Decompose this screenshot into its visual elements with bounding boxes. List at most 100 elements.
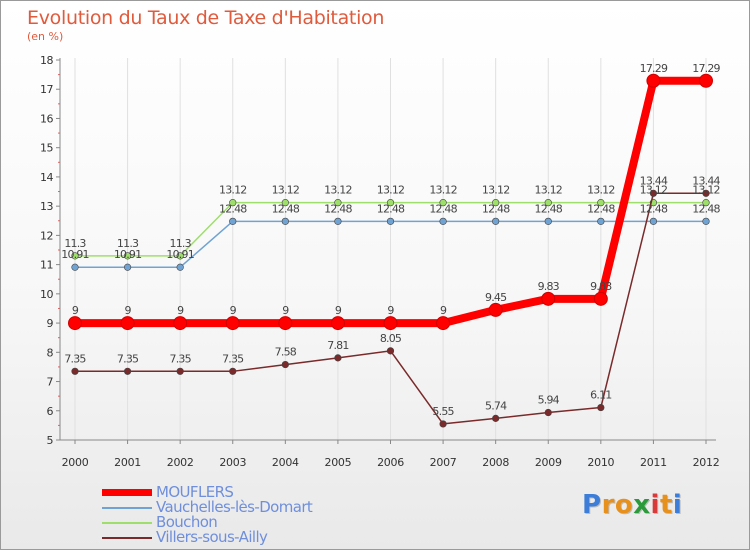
logo-letter: i [672, 490, 683, 520]
legend-label: Vauchelles-lès-Domart [156, 498, 313, 516]
data-label: 11.3 [64, 237, 86, 250]
x-tick-label: 2001 [114, 456, 141, 469]
data-label: 9 [124, 304, 131, 317]
data-label: 11.3 [117, 237, 139, 250]
x-tick-label: 2004 [272, 456, 299, 469]
y-tick-label: 15 [40, 142, 53, 155]
data-label: 7.35 [117, 352, 139, 365]
chart-title: Evolution du Taux de Taxe d'Habitation [27, 7, 385, 29]
data-label: 12.48 [535, 202, 563, 215]
data-point [492, 199, 500, 207]
x-tick-label: 2002 [167, 456, 194, 469]
data-point [436, 316, 451, 331]
data-label: 7.35 [222, 352, 244, 365]
data-point [334, 199, 342, 207]
y-tick-label: 11 [40, 259, 53, 272]
logo-letter: x [633, 490, 651, 520]
data-point [597, 403, 605, 412]
data-label: 9 [387, 304, 394, 317]
x-tick-label: 2008 [482, 456, 509, 469]
x-tick-label: 2011 [640, 456, 667, 469]
data-label: 9 [335, 304, 342, 317]
y-tick-label: 9 [47, 317, 54, 330]
legend-label: Villers-sous-Ailly [156, 528, 268, 546]
legend-item: MOUFLERS [102, 485, 312, 500]
data-point [597, 217, 605, 225]
logo-letter: i [650, 490, 660, 520]
data-point [229, 367, 237, 375]
chart-subtitle: (en %) [27, 30, 64, 43]
data-label: 13.12 [482, 184, 510, 197]
data-point [176, 252, 184, 260]
data-label: 13.12 [219, 184, 247, 197]
data-point [593, 291, 608, 306]
data-label: 12.48 [377, 202, 405, 215]
data-label: 7.81 [327, 339, 348, 352]
data-point [699, 73, 713, 88]
data-point [71, 252, 79, 260]
data-point [176, 367, 184, 375]
data-label: 13.12 [640, 184, 668, 197]
data-label: 10.91 [166, 248, 194, 261]
data-point [334, 217, 342, 225]
x-tick-label: 2007 [430, 456, 457, 469]
x-tick-label: 2010 [587, 456, 614, 469]
data-label: 9.83 [538, 280, 560, 293]
data-point [176, 263, 184, 271]
data-point [544, 199, 552, 207]
data-label: 10.91 [61, 248, 89, 261]
data-label: 5.94 [538, 394, 560, 407]
data-point [383, 316, 398, 331]
legend-swatch [102, 521, 152, 524]
data-point [439, 420, 447, 428]
legend-swatch [102, 536, 152, 539]
data-label: 13.12 [692, 184, 720, 197]
y-tick-label: 5 [47, 434, 54, 447]
x-tick-label: 2012 [693, 456, 720, 469]
data-label: 10.91 [114, 248, 142, 261]
data-label: 12.48 [692, 202, 720, 215]
data-point [281, 217, 289, 225]
data-label: 12.48 [324, 202, 352, 215]
y-tick-label: 6 [47, 405, 54, 418]
data-point [439, 199, 447, 207]
data-point [597, 199, 605, 207]
data-label: 9 [230, 304, 237, 317]
data-point [649, 217, 658, 225]
data-point [541, 291, 556, 306]
data-point [120, 316, 135, 331]
y-tick-label: 13 [40, 200, 53, 213]
logo-letter: r [601, 490, 615, 520]
data-point [439, 217, 447, 225]
data-point [386, 199, 395, 207]
legend-swatch [102, 489, 152, 496]
y-tick-label: 14 [40, 171, 53, 184]
data-point [702, 217, 710, 225]
data-label: 13.12 [324, 184, 352, 197]
data-point [649, 189, 658, 197]
data-label: 13.12 [272, 184, 300, 197]
y-tick-label: 17 [40, 83, 53, 96]
legend-item: Bouchon [102, 515, 312, 530]
x-tick-label: 2003 [219, 456, 246, 469]
data-label: 9.45 [485, 291, 507, 304]
data-label: 5.74 [485, 399, 507, 412]
legend-swatch [102, 506, 152, 509]
data-point [225, 316, 240, 331]
data-label: 9 [72, 304, 79, 317]
data-point [386, 217, 395, 225]
data-label: 13.12 [587, 184, 615, 197]
data-point [544, 408, 552, 417]
data-point [488, 302, 503, 317]
data-point [68, 316, 82, 331]
y-tick-label: 10 [40, 288, 53, 301]
y-tick-label: 18 [40, 54, 53, 67]
data-point [123, 367, 132, 375]
data-label: 12.48 [219, 202, 247, 215]
data-point [229, 217, 237, 225]
data-label: 12.48 [429, 202, 457, 215]
data-label: 9 [440, 304, 447, 317]
data-label: 11.3 [170, 237, 192, 250]
data-point [330, 316, 345, 331]
